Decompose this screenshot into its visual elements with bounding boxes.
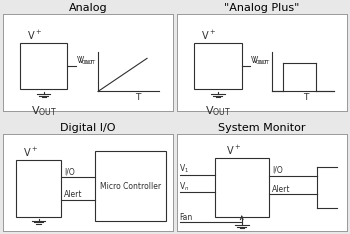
Bar xyxy=(16,160,61,217)
Title: Digital I/O: Digital I/O xyxy=(60,123,116,133)
Text: T: T xyxy=(135,93,141,102)
Bar xyxy=(194,43,242,89)
Title: System Monitor: System Monitor xyxy=(218,123,306,133)
Text: Micro Controller: Micro Controller xyxy=(100,182,161,191)
Text: Alert: Alert xyxy=(272,185,291,194)
Text: V$^+$: V$^+$ xyxy=(23,146,38,159)
Title: "Analog Plus": "Analog Plus" xyxy=(224,3,300,13)
Text: V$_{\rm OUT}$: V$_{\rm OUT}$ xyxy=(78,54,96,67)
Text: T: T xyxy=(303,93,309,102)
Text: V$^+$: V$^+$ xyxy=(226,144,241,157)
Bar xyxy=(215,158,269,217)
Text: V$_{\rm OUT}$: V$_{\rm OUT}$ xyxy=(76,55,95,67)
Text: V$_{\rm OUT}$: V$_{\rm OUT}$ xyxy=(250,55,269,67)
Text: V$^+$: V$^+$ xyxy=(27,29,42,42)
Text: Alert: Alert xyxy=(64,190,83,199)
Text: I/O: I/O xyxy=(64,167,75,176)
Text: Fan: Fan xyxy=(179,212,192,222)
Text: V$_{\rm OUT}$: V$_{\rm OUT}$ xyxy=(252,54,271,67)
Text: V$_n$: V$_n$ xyxy=(179,180,189,193)
Text: V$_{\rm OUT}$: V$_{\rm OUT}$ xyxy=(205,104,231,118)
Text: V$_1$: V$_1$ xyxy=(179,163,189,175)
Text: I/O: I/O xyxy=(272,166,283,175)
Text: V$_{\rm OUT}$: V$_{\rm OUT}$ xyxy=(30,104,57,118)
Bar xyxy=(94,151,166,222)
Text: V$^+$: V$^+$ xyxy=(201,29,216,42)
Title: Analog: Analog xyxy=(69,3,107,13)
Bar xyxy=(20,43,68,89)
